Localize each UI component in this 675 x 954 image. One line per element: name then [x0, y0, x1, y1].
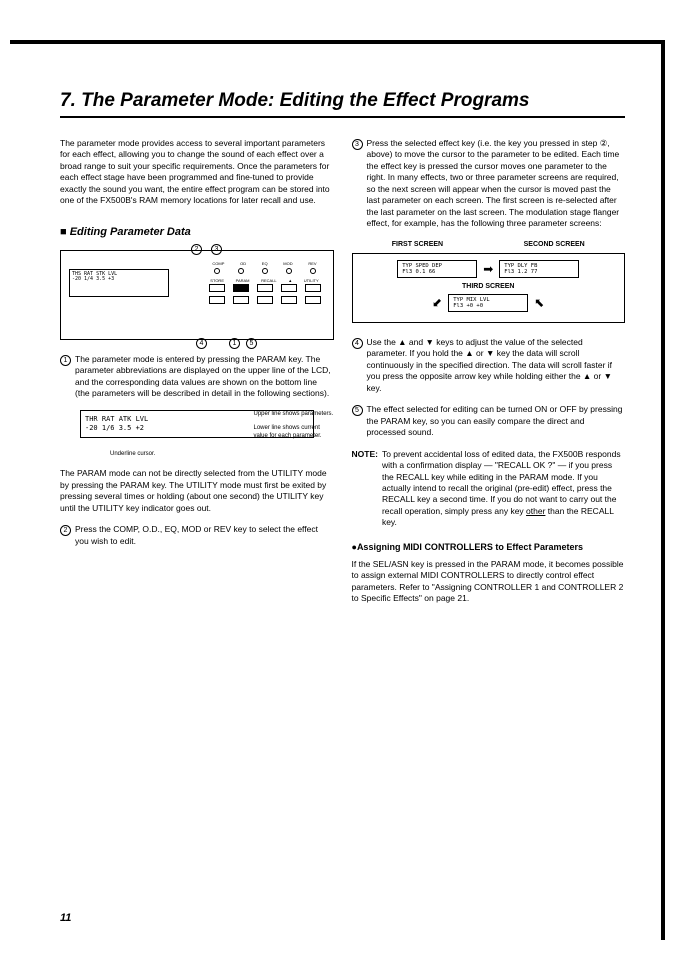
intro-paragraph: The parameter mode provides access to se…: [60, 138, 334, 207]
note-text: To prevent accidental loss of edited dat…: [382, 449, 625, 529]
page-title: 7. The Parameter Mode: Editing the Effec…: [60, 90, 625, 118]
annotation-lower: Lower line shows current value for each …: [254, 424, 334, 440]
note-block: NOTE: To prevent accidental loss of edit…: [352, 449, 626, 529]
lcd-line-2: -20 1/4 3.5 +3: [72, 277, 166, 283]
step-number-icon: 5: [352, 405, 363, 416]
subsection-text: If the SEL/ASN key is pressed in the PAR…: [352, 559, 626, 605]
step-4: 4 Use the ▲ and ▼ keys to adjust the val…: [352, 337, 626, 394]
second-screen-label: SECOND SCREEN: [524, 240, 585, 249]
step-text: The parameter mode is entered by pressin…: [75, 354, 334, 400]
screen-labels: FIRST SCREEN SECOND SCREEN: [352, 240, 626, 249]
first-screen-label: FIRST SCREEN: [392, 240, 443, 249]
callout-3: 3: [211, 243, 222, 255]
note-label: NOTE:: [352, 449, 378, 529]
screen-box-3: TYP MIX LVL Fl3 +0 +0: [448, 294, 528, 312]
device-buttons: COMPODEQMODREV STOREPARAMRECALL▲UTILITY: [205, 261, 325, 309]
arrow-up-right-icon: ➡: [530, 293, 549, 312]
step-number-icon: 2: [60, 525, 71, 536]
step-number-icon: 4: [352, 338, 363, 349]
page-number: 11: [60, 912, 71, 924]
step-1: 1 The parameter mode is entered by press…: [60, 354, 334, 400]
arrow-right-icon: ➡: [483, 261, 493, 277]
step-5: 5 The effect selected for editing can be…: [352, 404, 626, 438]
screen-box-2: TYP DLY FB Fl3 1.2 77: [499, 260, 579, 278]
two-column-layout: The parameter mode provides access to se…: [60, 138, 625, 605]
subsection-heading: ●Assigning MIDI CONTROLLERS to Effect Pa…: [352, 541, 626, 553]
screen-box-1: TYP SPED DEP Fl3 0.1 66: [397, 260, 477, 278]
step-text: Press the COMP, O.D., EQ, MOD or REV key…: [75, 524, 334, 547]
right-column: 3 Press the selected effect key (i.e. th…: [352, 138, 626, 605]
paragraph-param-mode: The PARAM mode can not be directly selec…: [60, 468, 334, 514]
device-illustration: 2 3 THS RAT STK LVL -20 1/4 3.5 +3 COMPO…: [60, 250, 334, 340]
right-border: [661, 40, 665, 940]
section-heading: ■ Editing Parameter Data: [60, 225, 334, 240]
section-heading-text: Editing Parameter Data: [70, 226, 191, 238]
step-number-icon: 3: [352, 139, 363, 150]
arrow-up-left-icon: ➡: [428, 293, 447, 312]
underlined-word: other: [526, 506, 545, 516]
callout-5: 5: [246, 337, 257, 349]
callout-1: 1: [229, 337, 240, 349]
annotation-cursor: Underline cursor.: [110, 450, 155, 458]
screen-flow-diagram: TYP SPED DEP Fl3 0.1 66 ➡ TYP DLY FB Fl3…: [352, 253, 626, 323]
left-column: The parameter mode provides access to se…: [60, 138, 334, 605]
callout-2: 2: [191, 243, 202, 255]
device-lcd: THS RAT STK LVL -20 1/4 3.5 +3: [69, 269, 169, 297]
step-2: 2 Press the COMP, O.D., EQ, MOD or REV k…: [60, 524, 334, 547]
step-text: Use the ▲ and ▼ keys to adjust the value…: [367, 337, 626, 394]
step-3: 3 Press the selected effect key (i.e. th…: [352, 138, 626, 230]
third-screen-label: THIRD SCREEN: [357, 282, 621, 291]
step-text: Press the selected effect key (i.e. the …: [367, 138, 626, 230]
top-border: [10, 40, 665, 44]
square-bullet-icon: ■: [60, 226, 67, 238]
step-text: The effect selected for editing can be t…: [367, 404, 626, 438]
callout-4: 4: [196, 337, 207, 349]
step-number-icon: 1: [60, 355, 71, 366]
annotation-upper: Upper line shows parameters.: [254, 410, 334, 418]
